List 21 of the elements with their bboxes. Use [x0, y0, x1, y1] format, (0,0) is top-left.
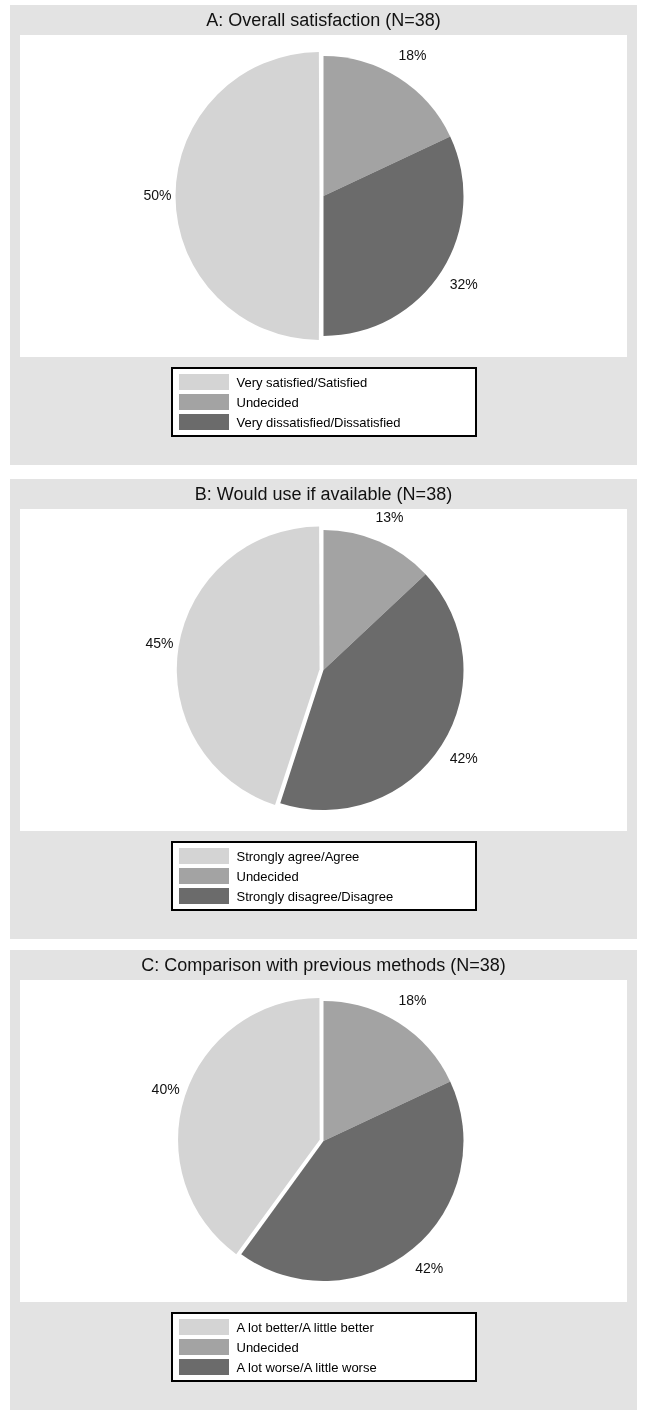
data-label: 42%	[415, 1259, 444, 1276]
chart-title: A: Overall satisfaction (N=38)	[205, 9, 442, 32]
legend-label: A lot worse/A little worse	[236, 1359, 377, 1375]
chart-title: C: Comparison with previous methods (N=38)	[140, 954, 507, 977]
legend-label: Strongly agree/Agree	[236, 848, 360, 864]
legend-label: Very satisfied/Satisfied	[236, 374, 368, 390]
data-label: 32%	[449, 275, 478, 292]
legend-label: Undecided	[236, 394, 299, 410]
legend-label: Very dissatisfied/Dissatisfied	[236, 414, 401, 430]
data-label: 42%	[449, 749, 478, 766]
legend-label: Undecided	[236, 868, 299, 884]
data-label: 40%	[151, 1080, 180, 1097]
data-label: 18%	[398, 46, 427, 63]
data-label: 18%	[398, 991, 427, 1008]
chart-title: B: Would use if available (N=38)	[193, 483, 454, 506]
data-label: 50%	[143, 186, 172, 203]
legend-label: Undecided	[236, 1339, 299, 1355]
data-label: 13%	[375, 508, 404, 525]
legend-label: Strongly disagree/Disagree	[236, 888, 394, 904]
legend-label: A lot better/A little better	[236, 1319, 374, 1335]
data-label: 45%	[145, 634, 174, 651]
